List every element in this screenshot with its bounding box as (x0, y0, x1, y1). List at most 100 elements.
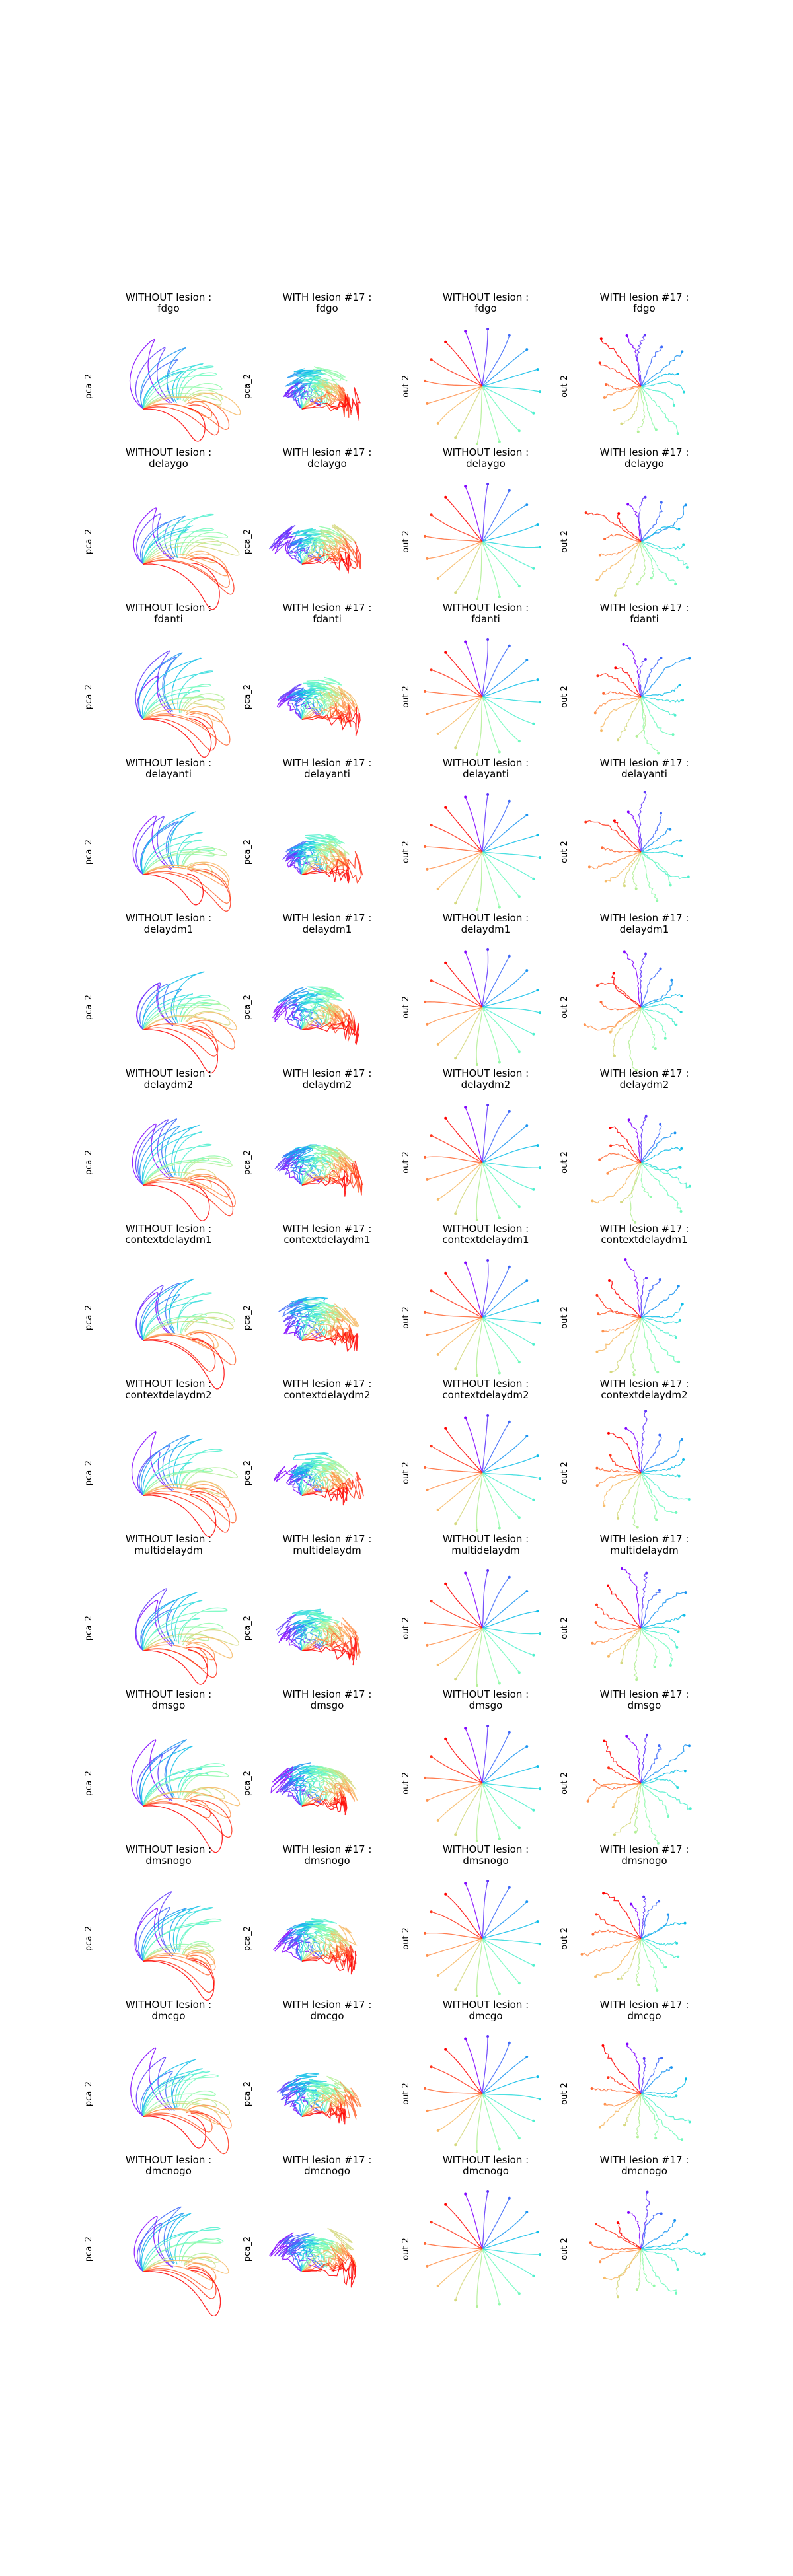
trajectory-line-10 (636, 696, 646, 737)
trajectory-line-11 (143, 540, 240, 565)
trajectory-line-12 (437, 1783, 483, 1821)
trajectory-line-7 (143, 1292, 212, 1341)
trajectory-line-14 (591, 2088, 642, 2094)
trajectory-line-10 (476, 1007, 483, 1065)
trajectory-endpoint (636, 583, 639, 586)
trajectory-endpoint (508, 1110, 511, 1113)
trajectory-line-10 (476, 851, 483, 910)
trajectory-line-5 (288, 1770, 323, 1807)
trajectory-endpoint (508, 489, 511, 492)
trajectory-endpoint (653, 1665, 656, 1668)
panel-title-task: fdanti (471, 613, 500, 625)
trajectory-line-5 (482, 1145, 538, 1163)
trajectory-endpoint (426, 1022, 429, 1026)
panel-title-task: delaygo (307, 458, 347, 470)
trajectory-line-11 (614, 1783, 642, 1835)
trajectory-line-1 (465, 2038, 483, 2094)
trajectory-endpoint (597, 1312, 600, 1316)
y-axis-label: pca_2 (243, 1771, 252, 1796)
trajectory-line-3 (482, 1421, 510, 1474)
trajectory-endpoint (620, 1567, 623, 1570)
trajectory-line-2 (135, 347, 172, 410)
trajectory-endpoint (475, 1995, 478, 1998)
trajectory-endpoint (508, 2041, 511, 2044)
trajectory-endpoint (430, 1755, 433, 1758)
trajectory-line-7 (640, 1938, 679, 1959)
trajectory-endpoint (683, 1770, 687, 1773)
trajectory-endpoint (423, 379, 426, 382)
trajectory-endpoint (642, 1895, 646, 1898)
trajectory-endpoint (599, 1001, 603, 1004)
trajectory-endpoint (517, 429, 521, 433)
trajectory-endpoint (444, 1737, 447, 1740)
trajectory-line-10 (301, 1931, 344, 1962)
trajectory-endpoint (454, 746, 457, 750)
trajectory-line-13 (427, 386, 483, 404)
trajectory-endpoint (525, 503, 529, 507)
trajectory-line-7 (640, 1317, 677, 1338)
panel-title-line1: WITH lesion #17 : (283, 2154, 372, 2166)
panel-title-task: delaydm2 (461, 1079, 511, 1091)
trajectory-line-12 (437, 1007, 483, 1045)
trajectory-line-1 (465, 2194, 483, 2250)
trajectory-line-3 (482, 335, 510, 387)
trajectory-line-8 (640, 1628, 673, 1666)
trajectory-endpoint (426, 1643, 429, 1647)
trajectory-line-14 (143, 868, 231, 904)
trajectory-line-9 (482, 1472, 500, 1528)
trajectory-line-16 (445, 2204, 483, 2250)
trajectory-endpoint (643, 334, 646, 337)
trajectory-endpoint (423, 1310, 426, 1314)
trajectory-line-6 (640, 541, 684, 550)
trajectory-line-9 (143, 532, 229, 565)
trajectory-endpoint (426, 712, 429, 715)
trajectory-endpoint (644, 1410, 648, 1413)
trajectory-endpoint (688, 657, 691, 660)
trajectory-endpoint (464, 2192, 467, 2196)
trajectory-endpoint (444, 806, 447, 809)
trajectory-endpoint (423, 690, 426, 693)
trajectory-line-4 (640, 504, 687, 542)
trajectory-line-4 (289, 1462, 322, 1496)
trajectory-endpoint (475, 1063, 478, 1067)
trajectory-line-2 (640, 1896, 647, 1939)
trajectory-endpoint (670, 978, 673, 982)
trajectory-endpoint (672, 404, 675, 407)
trajectory-endpoint (656, 1842, 660, 1845)
panel-title-line1: WITHOUT lesion : (443, 1688, 529, 1700)
trajectory-line-14 (301, 703, 344, 725)
trajectory-endpoint (444, 961, 447, 964)
trajectory-line-6 (482, 2248, 540, 2255)
trajectory-line-16 (301, 1015, 360, 1046)
trajectory-line-9 (640, 541, 654, 579)
trajectory-endpoint (430, 668, 433, 672)
trajectory-line-6 (143, 1907, 213, 1962)
trajectory-endpoint (508, 1575, 511, 1579)
trajectory-line-1 (465, 1417, 483, 1474)
trajectory-line-11 (143, 1316, 234, 1341)
trajectory-line-14 (143, 2266, 213, 2290)
trajectory-line-11 (301, 1929, 353, 1962)
trajectory-line-3 (640, 1590, 661, 1629)
trajectory-line-11 (615, 2248, 642, 2297)
panel-title-line1: WITH lesion #17 : (283, 1067, 372, 1079)
trajectory-line-5 (289, 1296, 328, 1341)
panel-title-task: dmsgo (152, 1699, 186, 1711)
trajectory-line-3 (290, 383, 322, 410)
trajectory-line-7 (143, 1773, 209, 1807)
trajectory-line-15 (431, 2066, 483, 2094)
trajectory-line-9 (143, 382, 223, 410)
trajectory-line-2 (639, 954, 646, 1008)
trajectory-line-9 (482, 1783, 500, 1839)
trajectory-line-16 (445, 652, 483, 698)
y-axis-label: out 2 (401, 1772, 411, 1795)
trajectory-line-2 (269, 524, 319, 565)
trajectory-line-5 (297, 537, 323, 565)
trajectory-endpoint (444, 1116, 447, 1120)
trajectory-line-6 (482, 2093, 541, 2100)
trajectory-endpoint (587, 865, 591, 869)
trajectory-endpoint (423, 1466, 426, 1469)
trajectory-line-16 (301, 2106, 346, 2125)
trajectory-line-12 (599, 2093, 642, 2128)
trajectory-endpoint (644, 952, 647, 956)
